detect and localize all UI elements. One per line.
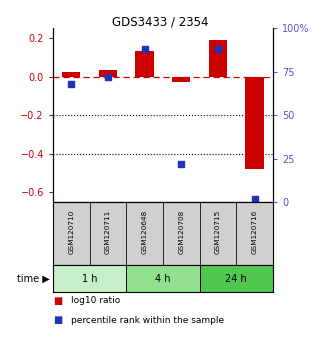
Text: GDS3433 / 2354: GDS3433 / 2354 xyxy=(112,16,209,29)
Point xyxy=(179,161,184,167)
Bar xyxy=(245,76,264,169)
Point xyxy=(252,196,257,201)
Point xyxy=(142,46,147,52)
Text: GSM120708: GSM120708 xyxy=(178,210,184,255)
Bar xyxy=(200,202,236,265)
Text: log10 ratio: log10 ratio xyxy=(71,296,120,306)
Text: time ▶: time ▶ xyxy=(17,274,50,284)
Bar xyxy=(53,265,126,292)
Bar xyxy=(126,202,163,265)
Bar xyxy=(200,265,273,292)
Text: GSM120648: GSM120648 xyxy=(142,210,148,255)
Bar xyxy=(236,202,273,265)
Text: 4 h: 4 h xyxy=(155,274,171,284)
Bar xyxy=(126,265,200,292)
Bar xyxy=(209,40,227,76)
Point xyxy=(215,46,221,52)
Text: ■: ■ xyxy=(53,296,62,306)
Bar xyxy=(135,51,154,76)
Text: GSM120710: GSM120710 xyxy=(68,210,74,255)
Text: GSM120715: GSM120715 xyxy=(215,210,221,255)
Point xyxy=(105,74,110,80)
Text: GSM120716: GSM120716 xyxy=(252,210,257,255)
Text: 24 h: 24 h xyxy=(225,274,247,284)
Text: GSM120711: GSM120711 xyxy=(105,210,111,255)
Bar xyxy=(62,72,81,76)
Text: ■: ■ xyxy=(53,315,62,325)
Bar xyxy=(53,202,90,265)
Bar xyxy=(172,76,190,82)
Bar xyxy=(90,202,126,265)
Bar xyxy=(99,70,117,76)
Bar xyxy=(163,202,200,265)
Text: percentile rank within the sample: percentile rank within the sample xyxy=(71,316,224,325)
Point xyxy=(69,81,74,87)
Text: 1 h: 1 h xyxy=(82,274,97,284)
